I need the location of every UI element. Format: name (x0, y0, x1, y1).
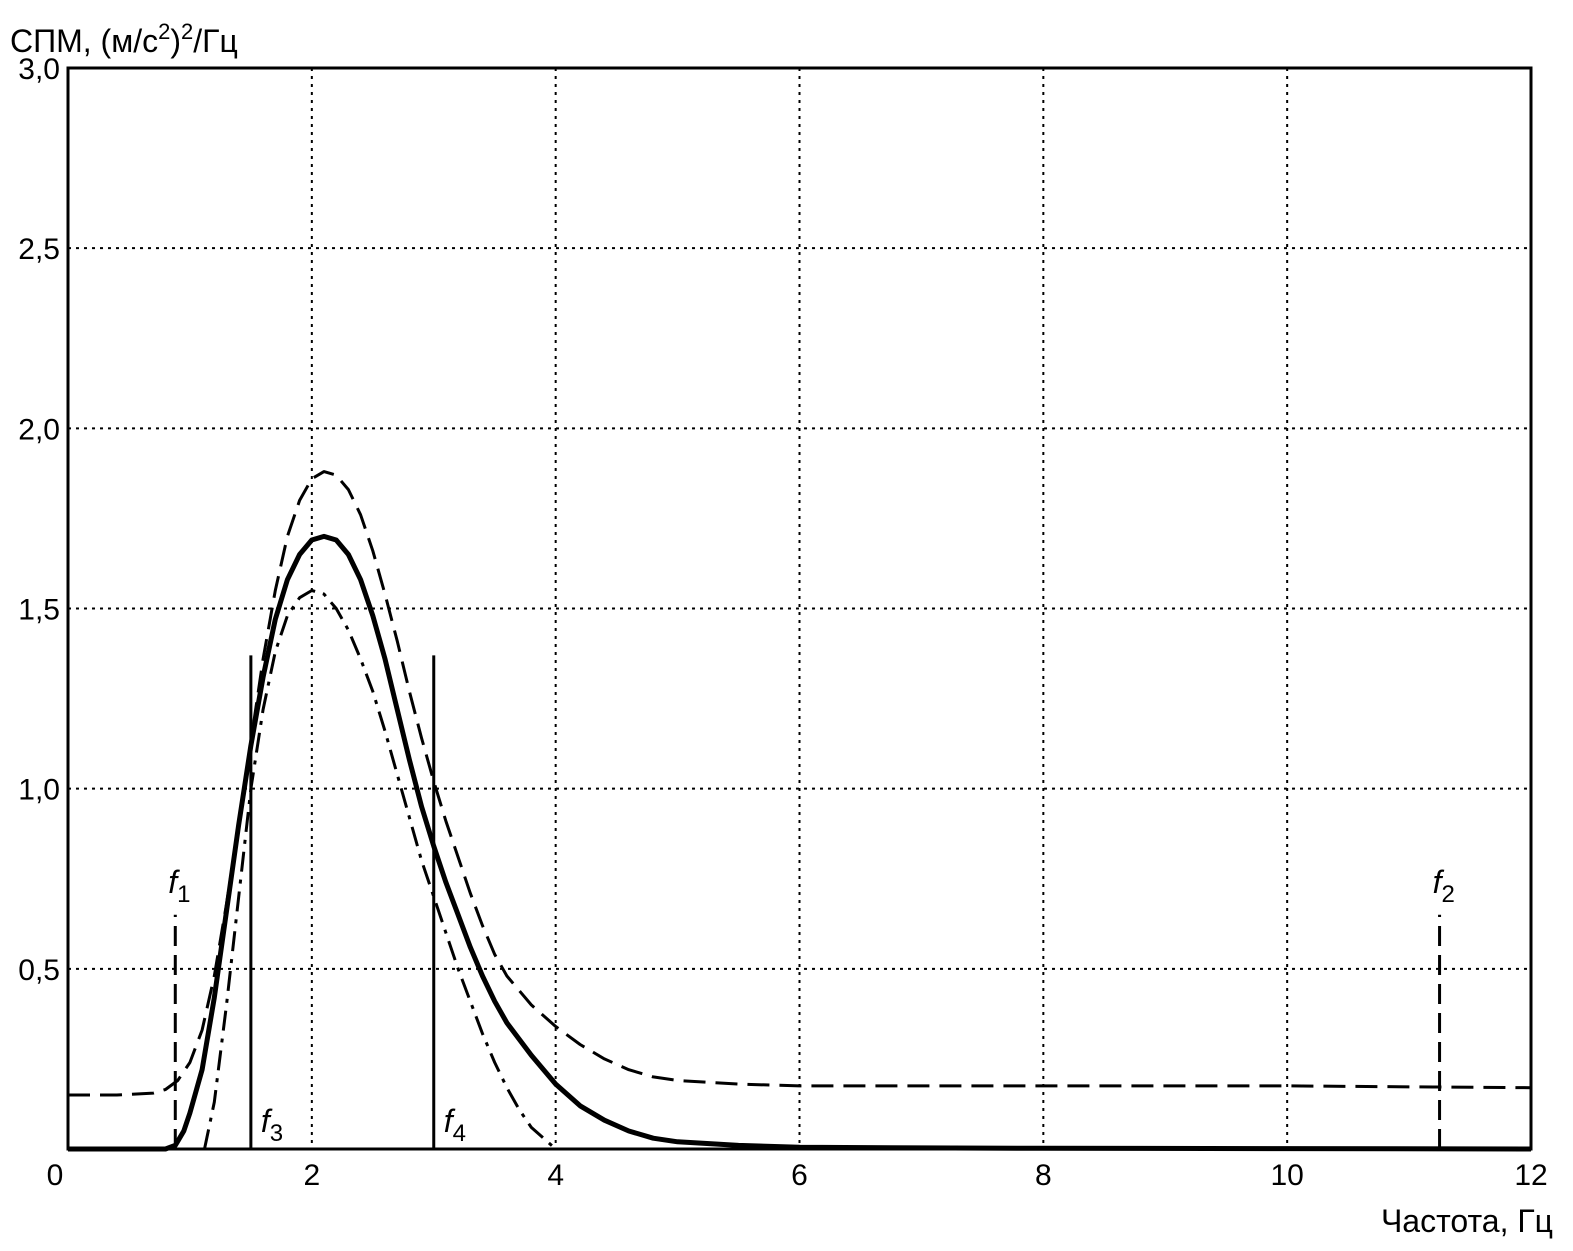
series-line-solid (68, 533, 1532, 1152)
marker-label-f3: f3 (261, 1103, 283, 1147)
marker-label-f2: f2 (1433, 864, 1455, 908)
y-tick-label-5: 3,0 (18, 53, 60, 86)
plot-frame (66, 66, 1533, 1151)
x-tick-label-5: 10 (1270, 1159, 1303, 1192)
series-group (68, 470, 1532, 1152)
y-tick-label-3: 2,0 (18, 413, 60, 446)
series-line-dash-dot (203, 589, 557, 1151)
marker-label-f1: f1 (168, 864, 190, 908)
y-tick-label-4: 2,5 (18, 233, 60, 266)
grid (68, 68, 1531, 1149)
frequency-markers: f1 f2 f3 f4 (168, 655, 1455, 1149)
y-tick-label-0: 0,5 (18, 954, 60, 987)
y-axis-label: СПМ, (м/с2)2/Гц (10, 19, 238, 59)
x-tick-label-0: 0 (47, 1159, 64, 1192)
tick-labels: 0 2 4 6 8 10 12 0,5 1,0 1,5 2,0 2,5 3,0 (18, 53, 1547, 1192)
y-tick-label-2: 1,5 (18, 594, 60, 627)
x-tick-label-6: 12 (1514, 1159, 1547, 1192)
x-tick-label-1: 2 (303, 1159, 320, 1192)
x-axis-label: Частота, Гц (1381, 1203, 1553, 1239)
marker-label-f4: f4 (444, 1103, 466, 1147)
y-tick-label-1: 1,0 (18, 774, 60, 807)
series-line-dashed (68, 470, 1532, 1097)
x-tick-label-2: 4 (547, 1159, 564, 1192)
x-tick-label-3: 6 (791, 1159, 808, 1192)
x-tick-label-4: 8 (1035, 1159, 1052, 1192)
